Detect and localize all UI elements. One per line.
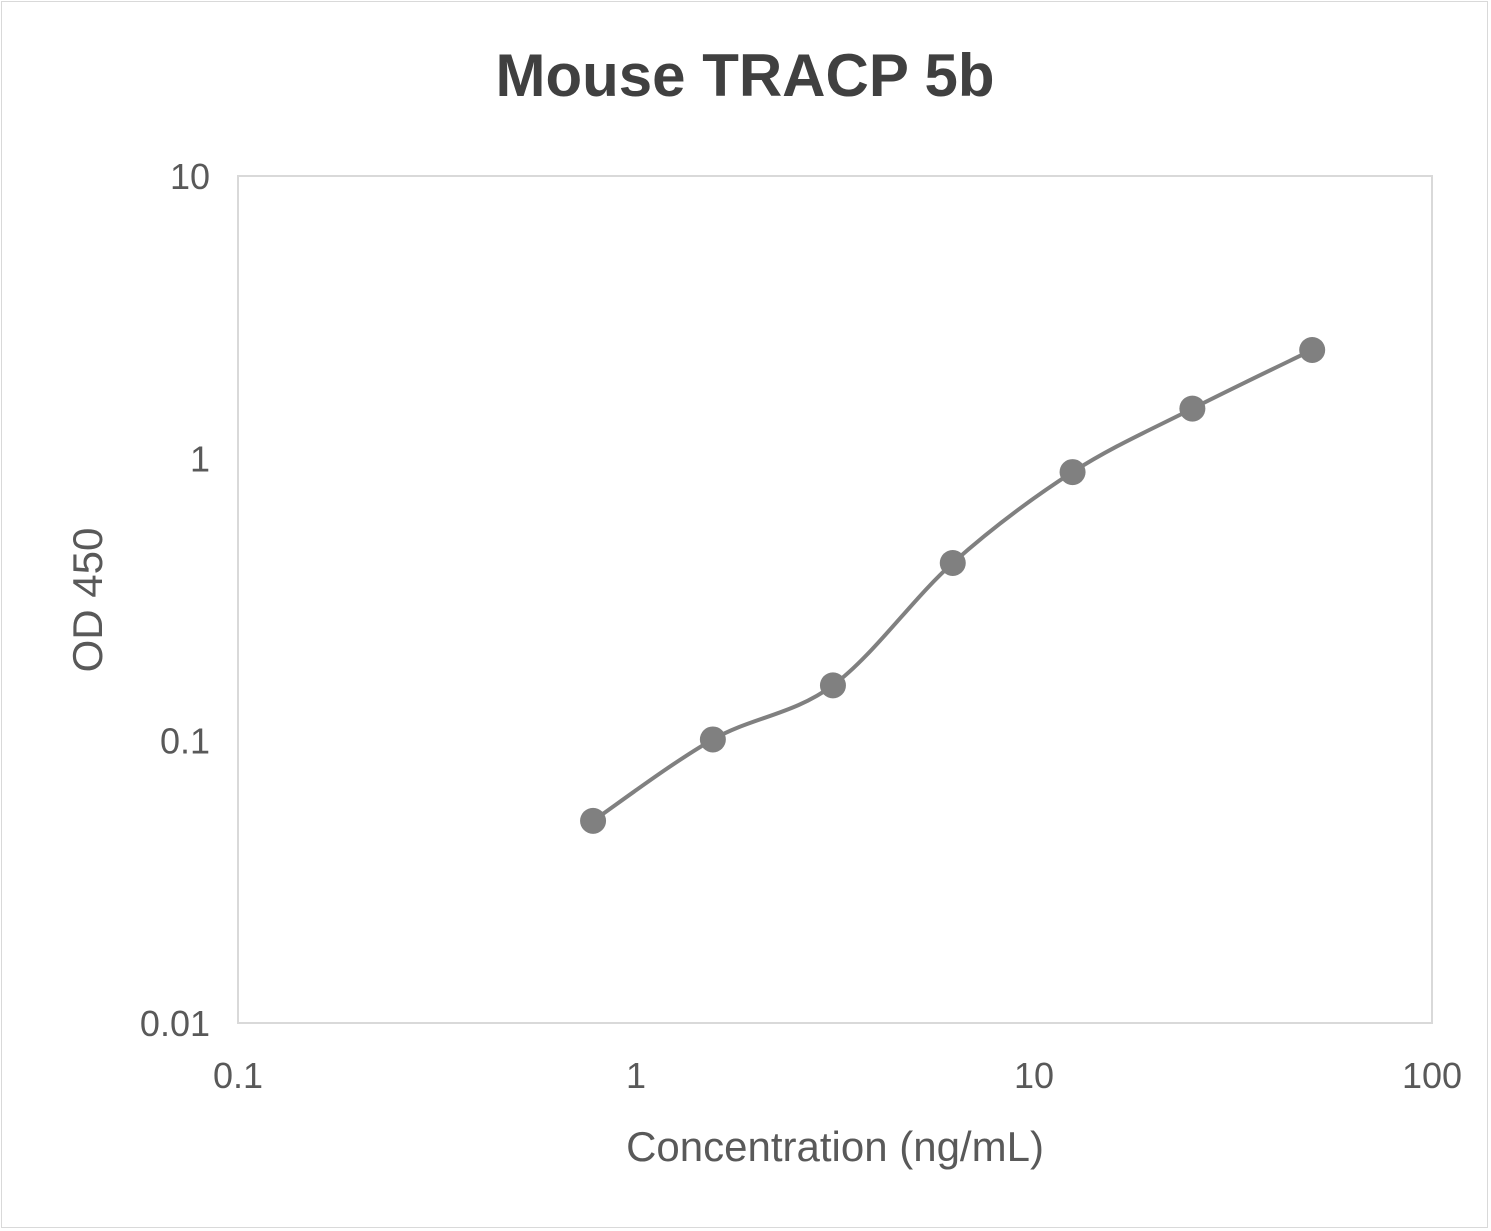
x-tick-label: 0.1 <box>213 1055 263 1096</box>
series-line <box>591 348 1314 823</box>
x-tick-label: 100 <box>1402 1055 1462 1096</box>
y-axis-label: OD 450 <box>64 528 111 673</box>
data-point <box>1059 459 1086 486</box>
y-tick-label: 1 <box>190 438 210 479</box>
y-tick-label: 10 <box>170 156 210 197</box>
data-point <box>1299 336 1326 363</box>
data-point <box>580 807 607 834</box>
data-point <box>939 549 966 576</box>
plot-area <box>237 175 1433 1024</box>
data-point <box>819 672 846 699</box>
x-tick-label: 1 <box>626 1055 646 1096</box>
y-tick-label: 0.01 <box>140 1003 210 1044</box>
x-axis-label: Concentration (ng/mL) <box>626 1123 1044 1170</box>
x-tick-label: 10 <box>1014 1055 1054 1096</box>
data-point <box>699 726 726 753</box>
y-tick-label: 0.1 <box>160 721 210 762</box>
chart-title: Mouse TRACP 5b <box>496 42 995 109</box>
data-point <box>1179 395 1206 422</box>
